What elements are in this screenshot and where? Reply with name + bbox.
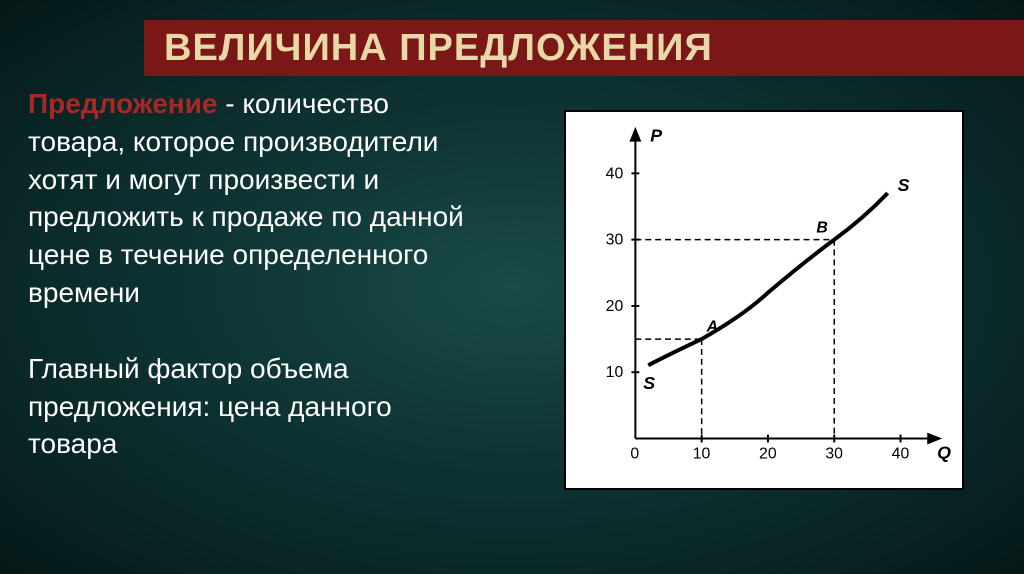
content-block: Предложение - количество товара, которое… bbox=[28, 85, 488, 463]
title-bar: ВЕЛИЧИНА ПРЕДЛОЖЕНИЯ bbox=[144, 20, 1024, 76]
point-b-label: B bbox=[816, 220, 827, 237]
reference-lines bbox=[635, 240, 834, 439]
point-a-label: A bbox=[706, 319, 718, 336]
axes bbox=[629, 127, 942, 445]
y-tick-40: 40 bbox=[606, 165, 624, 182]
curve-label-end: S bbox=[898, 175, 910, 195]
factor-text: Главный фактор объема предложения: цена … bbox=[28, 350, 488, 463]
definition-text: - количество товара, которое производите… bbox=[28, 88, 464, 308]
y-ticks: 10 20 30 40 bbox=[606, 165, 640, 381]
x-axis-label: Q bbox=[937, 442, 951, 462]
y-axis-label: P bbox=[650, 126, 662, 146]
x-tick-40: 40 bbox=[892, 445, 910, 462]
slide-title: ВЕЛИЧИНА ПРЕДЛОЖЕНИЯ bbox=[164, 27, 713, 70]
x-tick-0: 0 bbox=[630, 445, 639, 462]
x-tick-30: 30 bbox=[825, 445, 843, 462]
y-tick-30: 30 bbox=[606, 232, 624, 249]
chart-svg: P Q 10 20 30 40 0 10 20 30 40 bbox=[566, 112, 962, 488]
supply-chart: P Q 10 20 30 40 0 10 20 30 40 bbox=[564, 110, 964, 490]
term-highlight: Предложение bbox=[28, 88, 217, 119]
x-tick-20: 20 bbox=[759, 445, 777, 462]
curve-label-start: S bbox=[643, 373, 655, 393]
x-tick-10: 10 bbox=[693, 445, 711, 462]
y-tick-10: 10 bbox=[606, 364, 624, 381]
y-tick-20: 20 bbox=[606, 298, 624, 315]
supply-curve bbox=[648, 193, 887, 365]
